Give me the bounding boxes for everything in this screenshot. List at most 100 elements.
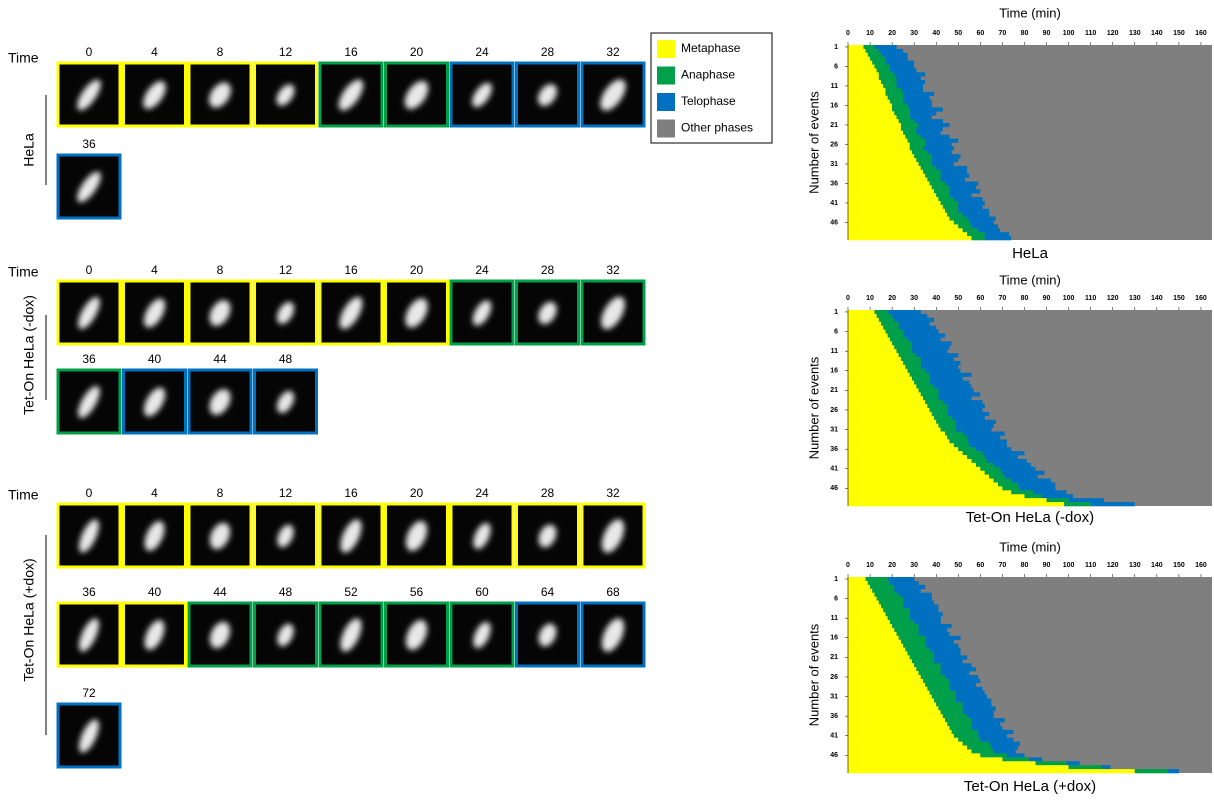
phase-bar bbox=[949, 683, 975, 687]
chart-title: Time (min) bbox=[999, 272, 1061, 287]
frame-time: 12 bbox=[279, 45, 293, 59]
phase-bar bbox=[1042, 494, 1073, 498]
phase-bar bbox=[932, 158, 958, 162]
phase-bar bbox=[848, 150, 912, 154]
phase-bar bbox=[848, 494, 1024, 498]
phase-bar bbox=[925, 640, 954, 644]
phase-bar bbox=[848, 221, 954, 225]
x-tick-label: 90 bbox=[1043, 562, 1051, 569]
phase-bar bbox=[910, 115, 932, 119]
phase-bar bbox=[848, 424, 938, 428]
phase-bar bbox=[930, 648, 961, 652]
phase-bar bbox=[883, 608, 909, 612]
phase-bar bbox=[848, 601, 879, 605]
phase-bar bbox=[848, 123, 901, 127]
phase-bar bbox=[903, 334, 945, 338]
phase-bar bbox=[932, 154, 961, 158]
y-tick-label: 6 bbox=[834, 63, 838, 70]
phase-bar bbox=[978, 734, 1007, 738]
phase-bar bbox=[985, 232, 1009, 236]
phase-bar bbox=[899, 593, 932, 597]
phase-bar bbox=[848, 722, 947, 726]
y-axis-label: Number of events bbox=[806, 356, 821, 459]
phase-bar bbox=[943, 400, 983, 404]
phase-bar bbox=[877, 314, 892, 318]
phase-bar bbox=[848, 135, 905, 139]
phase-bar bbox=[848, 373, 910, 377]
phase-bar bbox=[985, 236, 1011, 240]
y-axis-label: Number of events bbox=[806, 91, 821, 194]
x-tick-label: 50 bbox=[954, 295, 962, 302]
phase-bar bbox=[938, 424, 956, 428]
phase-bar bbox=[848, 330, 886, 334]
y-tick-label: 31 bbox=[830, 693, 838, 700]
y-tick-label: 1 bbox=[834, 576, 838, 583]
phase-bar bbox=[848, 490, 1011, 494]
frame-time: 52 bbox=[344, 585, 358, 599]
phase-bar bbox=[901, 88, 923, 92]
phase-bar bbox=[932, 185, 950, 189]
phase-bar bbox=[848, 675, 921, 679]
phase-bar bbox=[901, 127, 916, 131]
phase-bar bbox=[949, 726, 971, 730]
phase-bar bbox=[897, 349, 912, 353]
phase-bar bbox=[919, 671, 941, 675]
phase-bar bbox=[881, 322, 899, 326]
phase-bar bbox=[848, 357, 901, 361]
frame-time: 16 bbox=[344, 486, 358, 500]
legend-swatch bbox=[657, 120, 675, 138]
phase-bar bbox=[848, 381, 914, 385]
frame-time: 0 bbox=[86, 263, 93, 277]
phase-bar bbox=[848, 416, 934, 420]
phase-bar bbox=[980, 467, 1000, 471]
phase-bar bbox=[919, 632, 950, 636]
phase-bar bbox=[848, 318, 879, 322]
phase-bar bbox=[963, 710, 994, 714]
phase-bar bbox=[916, 353, 958, 357]
frame-time: 24 bbox=[475, 45, 489, 59]
chart-caption: HeLa bbox=[1012, 245, 1049, 262]
phase-bar bbox=[848, 765, 1069, 769]
x-tick-label: 100 bbox=[1063, 295, 1075, 302]
phase-bar bbox=[958, 738, 980, 742]
frame-time: 12 bbox=[279, 263, 293, 277]
phase-bar bbox=[848, 695, 932, 699]
phase-bar bbox=[848, 467, 980, 471]
phase-bar bbox=[921, 166, 936, 170]
phase-bar bbox=[941, 178, 965, 182]
phase-bar bbox=[932, 162, 954, 166]
phase-bar bbox=[903, 330, 938, 334]
phase-bar bbox=[972, 726, 1003, 730]
x-tick-label: 100 bbox=[1063, 30, 1075, 37]
legend-label: Telophase bbox=[681, 94, 736, 108]
y-tick-label: 46 bbox=[830, 219, 838, 226]
phase-bar bbox=[848, 479, 994, 483]
y-tick-label: 36 bbox=[830, 713, 838, 720]
phase-bar bbox=[1020, 486, 1055, 490]
phase-bar bbox=[1135, 769, 1168, 773]
phase-bar bbox=[848, 408, 930, 412]
phase-bar bbox=[848, 502, 1064, 506]
phase-bar bbox=[894, 318, 934, 322]
phase-bar bbox=[886, 330, 904, 334]
x-tick-label: 80 bbox=[1021, 30, 1029, 37]
phase-bar bbox=[848, 185, 932, 189]
y-tick-label: 36 bbox=[830, 446, 838, 453]
phase-bar bbox=[1007, 753, 1025, 757]
phase-bar bbox=[910, 146, 923, 150]
phase-bar bbox=[1002, 471, 1044, 475]
phase-bar bbox=[989, 742, 1020, 746]
phase-bar bbox=[848, 131, 903, 135]
phase-bar bbox=[936, 702, 962, 706]
phase-bar bbox=[848, 45, 863, 49]
phase-bar bbox=[848, 334, 888, 338]
phase-bar bbox=[866, 577, 888, 581]
phase-bar bbox=[848, 345, 894, 349]
phase-bar bbox=[894, 589, 920, 593]
phase-bar bbox=[899, 326, 937, 330]
phase-bar bbox=[901, 640, 925, 644]
phase-bar bbox=[930, 373, 972, 377]
phase-bar bbox=[848, 443, 954, 447]
phase-bar bbox=[938, 388, 973, 392]
phase-bar bbox=[848, 341, 892, 345]
